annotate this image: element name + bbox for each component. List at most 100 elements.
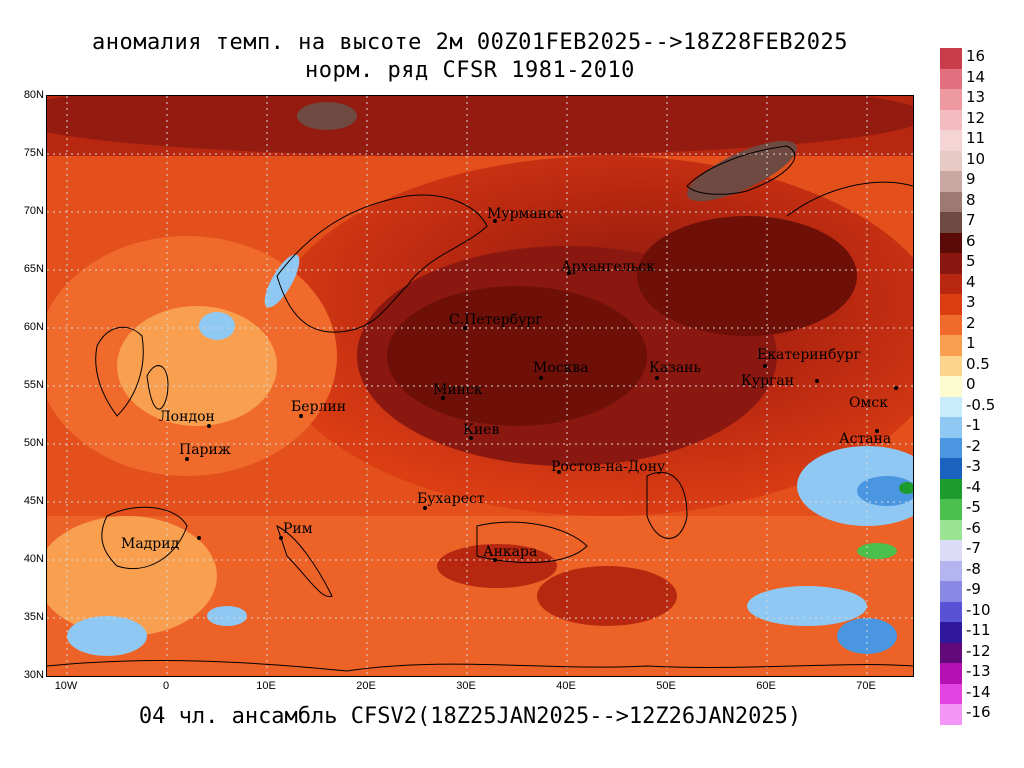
lon-label: 0 <box>162 680 170 692</box>
lat-label: 60N <box>23 321 44 333</box>
city-label-rostov: Ростов-на-Дону <box>551 459 666 475</box>
legend-swatch <box>940 294 962 315</box>
city-label-kyiv: Киев <box>463 422 500 438</box>
city-label-madrid: Мадрид <box>121 536 180 552</box>
legend-swatch <box>940 191 962 212</box>
legend-label: 6 <box>966 231 976 250</box>
legend-label: 2 <box>966 313 976 332</box>
legend-label: 0.5 <box>966 354 990 373</box>
lon-label: 70E <box>856 680 876 692</box>
city-dot-arkhangelsk <box>567 271 571 275</box>
city-dot-kazan <box>655 376 659 380</box>
legend-swatch <box>940 335 962 356</box>
city-dot-madrid <box>197 536 201 540</box>
legend-swatch <box>940 232 962 253</box>
legend-label: 8 <box>966 190 976 209</box>
legend-label: -10 <box>966 600 991 619</box>
legend-label: -13 <box>966 662 991 680</box>
city-dot-berlin <box>299 414 303 418</box>
legend-label: -0.5 <box>966 395 996 414</box>
legend-swatch <box>940 253 962 274</box>
legend-swatch <box>940 478 962 499</box>
city-label-murmansk: Мурманск <box>487 206 564 222</box>
legend-label: -8 <box>966 559 981 578</box>
city-dot-kurgan <box>815 379 819 383</box>
city-label-ankara: Анкара <box>483 544 538 560</box>
city-label-paris: Париж <box>179 442 231 458</box>
city-dot-rome <box>279 536 283 540</box>
city-dot-rostov <box>557 470 561 474</box>
legend-swatch <box>940 437 962 458</box>
city-label-bucharest: Бухарест <box>417 491 485 507</box>
legend-swatch <box>940 171 962 192</box>
lon-label: 20E <box>356 680 376 692</box>
color-legend: 16 14 13 12 11 10 9 8 7 6 5 4 3 2 1 0.5 0 -0.5 -1 -2 -3 -4 -5 -… <box>938 47 1018 725</box>
legend-label: -11 <box>966 621 991 639</box>
legend-swatch <box>940 396 962 417</box>
legend-label: 7 <box>966 211 976 229</box>
legend-label: 1 <box>966 334 976 352</box>
legend-label: -12 <box>966 641 991 660</box>
lat-label: 50N <box>23 437 44 449</box>
lat-label: 40N <box>23 553 44 565</box>
city-label-berlin: Берлин <box>291 399 347 415</box>
city-dot-omsk <box>894 386 898 390</box>
city-label-astana: Астана <box>839 431 892 447</box>
lat-label: 75N <box>23 147 44 159</box>
legend-swatch <box>940 560 962 581</box>
legend-label: -14 <box>966 682 991 701</box>
city-dot-paris <box>185 457 189 461</box>
anomaly-field <box>47 96 913 676</box>
legend-label: 14 <box>966 67 986 86</box>
city-label-kazan: Казань <box>649 360 702 376</box>
lon-label: 10E <box>256 680 276 692</box>
legend-swatch <box>940 622 962 643</box>
lon-label: 60E <box>756 680 776 692</box>
legend-swatch <box>940 376 962 397</box>
city-dot-kyiv <box>469 436 473 440</box>
legend-swatch <box>940 130 962 151</box>
city-label-minsk: Минск <box>433 382 483 398</box>
city-label-yekaterinburg: Екатеринбург <box>757 347 861 363</box>
legend-label: 0 <box>966 375 976 393</box>
legend-label: 4 <box>966 272 976 291</box>
legend-swatch <box>940 212 962 233</box>
lat-label: 55N <box>23 379 44 391</box>
legend-swatch <box>940 601 962 622</box>
city-dot-minsk <box>441 396 445 400</box>
ensemble-footer: 04 чл. ансамбль CFSV2(18Z25JAN2025-->12Z… <box>138 704 802 729</box>
legend-label: -5 <box>966 498 981 516</box>
lon-label: 30E <box>456 680 476 692</box>
legend-swatch <box>940 314 962 335</box>
city-dot-yekaterinburg <box>763 364 767 368</box>
city-label-london: Лондон <box>159 409 215 425</box>
city-dot-bucharest <box>423 506 427 510</box>
legend-label: 11 <box>966 129 986 147</box>
lat-label: 30N <box>23 669 44 681</box>
legend-swatch <box>940 417 962 438</box>
anomaly-map: Мурманск Архангельск С.Петербург Москва … <box>46 95 914 677</box>
city-dot-moscow <box>539 376 543 380</box>
legend-label: 12 <box>966 108 986 127</box>
lon-label: 10W <box>54 680 78 692</box>
legend-swatch <box>940 48 962 69</box>
city-dot-st-petersburg <box>463 326 467 330</box>
legend-swatch <box>940 683 962 704</box>
legend-swatch <box>940 663 962 684</box>
lon-label: 40E <box>556 680 576 692</box>
legend-swatch <box>940 273 962 294</box>
city-dot-astana <box>875 429 879 433</box>
city-label-arkhangelsk: Архангельск <box>561 259 655 275</box>
legend-swatch <box>940 68 962 89</box>
legend-swatch <box>940 458 962 479</box>
legend-label: 16 <box>966 47 986 65</box>
legend-swatch <box>940 581 962 602</box>
legend-swatch <box>940 89 962 110</box>
legend-swatch <box>940 642 962 663</box>
map-title-line2: норм. ряд CFSR 1981-2010 <box>305 58 635 83</box>
legend-swatch <box>940 355 962 376</box>
lat-label: 70N <box>23 205 44 217</box>
legend-label: 5 <box>966 252 976 270</box>
city-dot-murmansk <box>493 219 497 223</box>
legend-label: -9 <box>966 580 981 598</box>
